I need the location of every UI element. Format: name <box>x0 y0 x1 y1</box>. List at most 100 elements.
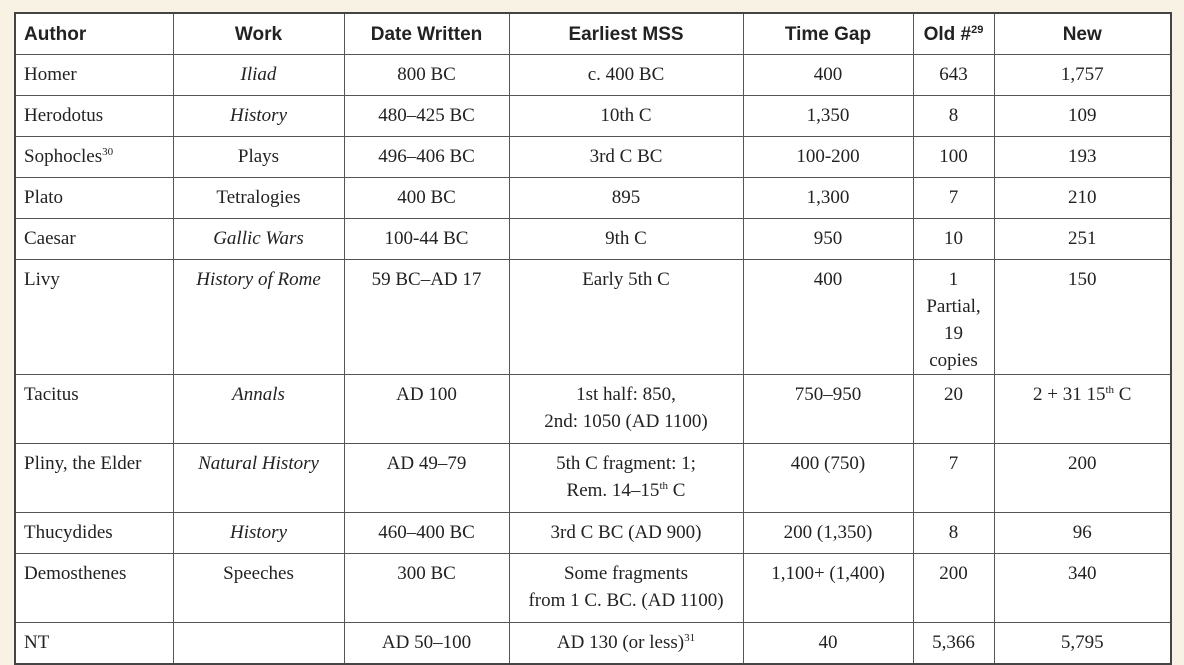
cell-text: 3rd C BC (AD 900) <box>550 522 702 543</box>
superscript: 29 <box>971 24 984 36</box>
cell-text: History <box>230 522 287 543</box>
table-row: Homer Iliad 800 BC c. 400 BC 400 643 1,757 <box>14 54 1172 96</box>
table-row: Sophocles30 Plays 496–406 BC 3rd C BC 100-20… <box>14 136 1172 178</box>
table-cell: Tetralogies <box>172 177 345 219</box>
cell-text: 800 BC <box>397 64 456 85</box>
table-cell: Natural History <box>172 443 345 513</box>
column-header: Old #29 <box>912 12 995 55</box>
table-cell: 950 <box>742 218 914 260</box>
cell-text: 1,100+ (1,400) <box>771 563 885 584</box>
table-cell: 96 <box>993 512 1172 554</box>
table-cell: AD 100 <box>343 374 510 444</box>
table-cell: Annals <box>172 374 345 444</box>
cell-text: C <box>668 480 686 501</box>
table-cell: 20 <box>912 374 995 444</box>
table-row: Demosthenes Speeches 300 BC Some fragments f… <box>14 553 1172 623</box>
cell-text: Herodotus <box>24 105 104 126</box>
table-cell: 1,757 <box>993 54 1172 96</box>
cell-text: 400 (750) <box>790 453 866 474</box>
cell-text: 950 <box>813 228 843 249</box>
cell-text: 2nd: 1050 (AD 1100) <box>544 411 708 432</box>
cell-text: Plato <box>24 187 64 208</box>
table-row: Tacitus Annals AD 100 1st half: 850, 2nd: 10… <box>14 374 1172 444</box>
table-cell: Tacitus <box>14 374 174 444</box>
table-cell: 8 <box>912 95 995 137</box>
cell-line: Some fragments <box>518 560 735 587</box>
page: {"table": { "header": ["Author", "Work",… <box>14 12 1172 665</box>
table-cell: Iliad <box>172 54 345 96</box>
table-cell: 100-200 <box>742 136 914 178</box>
cell-text: 20 <box>944 384 963 405</box>
table-cell: Plato <box>14 177 174 219</box>
cell-text: 895 <box>611 187 641 208</box>
table-cell: Sophocles30 <box>14 136 174 178</box>
cell-text: Date Written <box>370 24 483 45</box>
table-cell: 7 <box>912 443 995 513</box>
cell-line: Rem. 14–15th C <box>518 477 735 504</box>
table-cell: AD 130 (or less)31 <box>508 622 744 664</box>
cell-text: 200 (1,350) <box>783 522 873 543</box>
cell-text: 400 <box>813 64 843 85</box>
column-header: Time Gap <box>742 12 914 55</box>
cell-line: 1 Partial, <box>922 266 986 320</box>
cell-text: Tetralogies <box>216 187 301 208</box>
table-row: Thucydides History 460–400 BC 3rd C BC (AD … <box>14 512 1172 554</box>
table-cell: 109 <box>993 95 1172 137</box>
cell-text: 109 <box>1068 105 1097 126</box>
manuscript-table: Author Work Date Written Earliest MSS Time G… <box>14 12 1172 665</box>
superscript: th <box>1105 384 1115 396</box>
table-cell: 200 (1,350) <box>742 512 914 554</box>
cell-text: 19 copies <box>929 323 978 371</box>
table-cell: 5,366 <box>912 622 995 664</box>
table-cell: 480–425 BC <box>343 95 510 137</box>
cell-text: 480–425 BC <box>378 105 475 126</box>
cell-text: 5,366 <box>932 632 975 653</box>
table-cell: 1,300 <box>742 177 914 219</box>
cell-text: 210 <box>1068 187 1097 208</box>
cell-text: Iliad <box>240 64 277 85</box>
cell-text: 10th C <box>600 105 652 126</box>
table-row: Livy History of Rome 59 BC–AD 17 Early 5th … <box>14 259 1172 375</box>
table-cell: 5th C fragment: 1; Rem. 14–15th C <box>508 443 744 513</box>
cell-text: 1,300 <box>806 187 850 208</box>
cell-text: 9th C <box>605 228 647 249</box>
cell-text: 200 <box>939 563 968 584</box>
table-cell: 251 <box>993 218 1172 260</box>
table-cell: Speeches <box>172 553 345 623</box>
cell-text: 1,350 <box>806 105 850 126</box>
table-cell: 400 BC <box>343 177 510 219</box>
header-row: Author Work Date Written Earliest MSS Time G… <box>14 12 1172 55</box>
table-cell: 400 (750) <box>742 443 914 513</box>
cell-text: 150 <box>1068 269 1097 290</box>
cell-text: 340 <box>1068 563 1097 584</box>
table-cell: 800 BC <box>343 54 510 96</box>
table-cell: Pliny, the Elder <box>14 443 174 513</box>
table-cell: 9th C <box>508 218 744 260</box>
table-row: NT AD 50–100 AD 130 (or less)31 40 5,366 5,79… <box>14 622 1172 664</box>
cell-text: 643 <box>939 64 968 85</box>
cell-text: 3rd C BC <box>589 146 663 167</box>
cell-line: 19 copies <box>922 320 986 374</box>
table-cell: 59 BC–AD 17 <box>343 259 510 375</box>
table-cell: Thucydides <box>14 512 174 554</box>
cell-text: Annals <box>232 384 285 405</box>
cell-text: AD 50–100 <box>381 632 472 653</box>
cell-text: AD 100 <box>396 384 457 405</box>
cell-text: Tacitus <box>24 384 79 405</box>
table-cell: 5,795 <box>993 622 1172 664</box>
cell-text: 59 BC–AD 17 <box>371 269 482 290</box>
column-header: Date Written <box>343 12 510 55</box>
table-cell: 460–400 BC <box>343 512 510 554</box>
cell-text: Demosthenes <box>24 563 127 584</box>
cell-text: 96 <box>1072 522 1092 543</box>
cell-line: 5th C fragment: 1; <box>518 450 735 477</box>
table-cell: Demosthenes <box>14 553 174 623</box>
table-cell: History of Rome <box>172 259 345 375</box>
table-cell: c. 400 BC <box>508 54 744 96</box>
table-cell: 200 <box>993 443 1172 513</box>
cell-text: 7 <box>948 453 959 474</box>
table-cell: Gallic Wars <box>172 218 345 260</box>
cell-text: 7 <box>948 187 959 208</box>
cell-text: 400 <box>813 269 843 290</box>
cell-text: Some fragments <box>563 563 688 584</box>
